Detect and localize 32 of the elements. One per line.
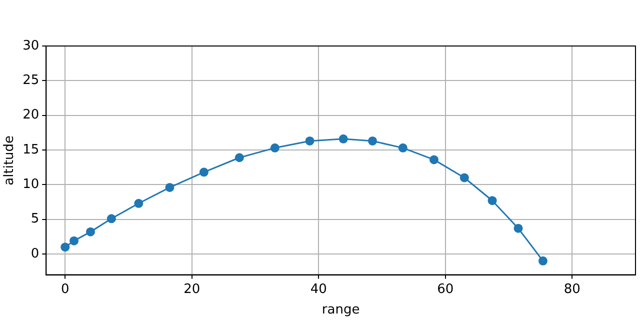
point: [538, 256, 548, 266]
x-tick-label: 60: [437, 282, 454, 297]
y-tick-label: 15: [22, 142, 40, 158]
x-tick-label: 20: [184, 282, 200, 297]
point: [368, 136, 378, 146]
point: [305, 136, 314, 146]
y-tick-label: 30: [22, 38, 40, 54]
point: [60, 242, 70, 252]
point: [134, 198, 144, 208]
y-axis-title: altitude: [2, 135, 18, 186]
point: [514, 224, 523, 233]
x-axis-title: range: [322, 302, 360, 318]
point: [199, 168, 208, 177]
x-tick-label: 0: [61, 282, 70, 297]
y-tick-label: 10: [22, 177, 40, 192]
y-tick-label: 5: [30, 212, 40, 227]
point: [398, 143, 408, 152]
y-tick-label: 0: [30, 246, 40, 262]
point: [165, 182, 174, 192]
point: [488, 196, 497, 206]
point: [234, 153, 244, 162]
x-tick-label: 40: [310, 282, 327, 297]
point: [86, 227, 96, 236]
point: [460, 173, 469, 182]
point: [70, 236, 79, 246]
y-tick-label: 20: [22, 108, 40, 123]
point: [429, 155, 438, 164]
point: [338, 134, 348, 144]
point: [270, 143, 280, 152]
point: [106, 214, 116, 224]
y-tick-label: 25: [22, 73, 40, 88]
x-tick-label: 80: [564, 282, 580, 297]
